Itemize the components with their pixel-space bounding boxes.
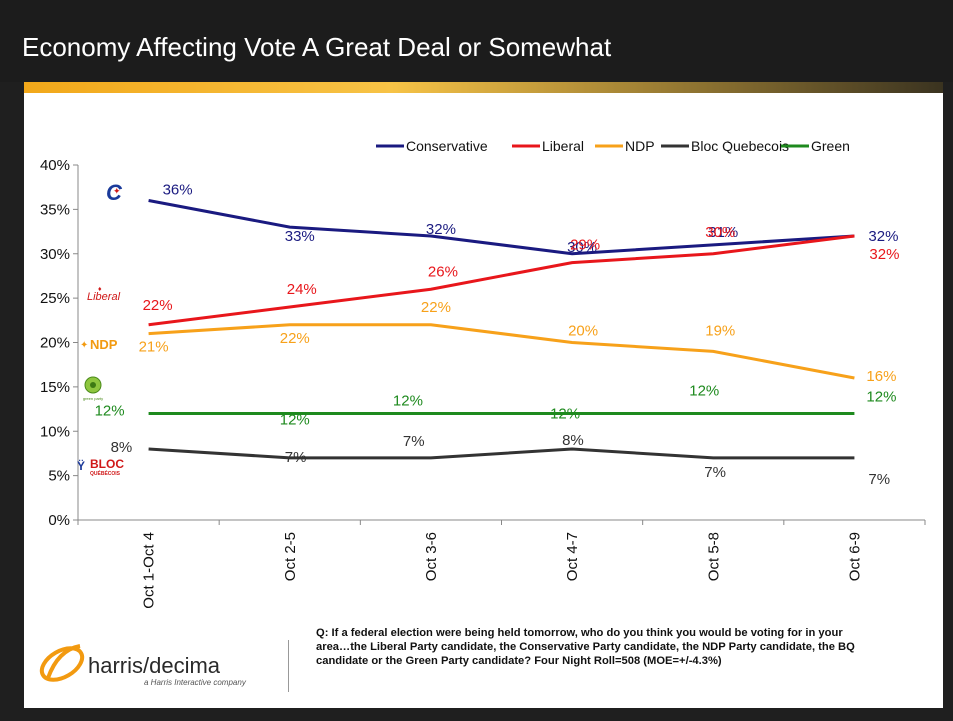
data-label-ndp: 19% [705, 322, 735, 339]
legend-item: Conservative [376, 138, 488, 154]
svg-text:green party: green party [83, 396, 103, 401]
x-tick-label: Oct 1-Oct 4 [141, 532, 158, 609]
data-label-green: 12% [393, 393, 423, 410]
y-tick-label: 25% [40, 290, 70, 307]
data-label-green: 12% [866, 389, 896, 406]
data-label-ndp: 20% [568, 323, 598, 340]
data-labels: 36%33% 32%30%31% 32%22%24%26%29%30%32%21%2… [95, 182, 900, 488]
y-tick-label: 30% [40, 246, 70, 263]
green-logo-icon: green party [83, 376, 103, 401]
data-label-bloc-quebecois: 7% [868, 471, 890, 488]
slide-title: Economy Affecting Vote A Great Deal or S… [22, 32, 612, 62]
y-tick-label: 40% [40, 157, 70, 174]
x-tick-label: Oct 2-5 [282, 532, 299, 581]
data-label-bloc-quebecois: 8% [111, 439, 133, 456]
legend-label: Bloc Quebecois [691, 138, 789, 154]
ndp-logo-icon: ✦ NDP [80, 337, 118, 352]
y-tick-label: 5% [48, 468, 70, 485]
svg-text:QUÉBÉCOIS: QUÉBÉCOIS [90, 469, 121, 477]
brand-tagline: a Harris Interactive company [144, 678, 246, 687]
svg-text:NDP: NDP [90, 337, 118, 352]
data-label-ndp: 16% [866, 368, 896, 385]
svg-text:Liberal: Liberal [87, 291, 121, 303]
y-tick-label: 10% [40, 423, 70, 440]
data-label-conservative: 30% [567, 239, 597, 256]
survey-question: Q: If a federal election were being held… [316, 627, 855, 667]
data-label-ndp: 21% [139, 339, 169, 356]
chart-axes: 0% 5% 10% 15% 20% 25% 30% 35% 40% Oct 1-Oct 4 Oct … [40, 157, 926, 609]
legend-label: Conservative [406, 138, 488, 154]
y-tick-label: 15% [40, 379, 70, 396]
data-label-bloc-quebecois: 8% [562, 432, 584, 449]
brand-name: harris/decima [88, 653, 221, 678]
data-label-conservative: 32% [426, 221, 456, 238]
svg-text:✦: ✦ [113, 186, 121, 196]
series-line-liberal [148, 234, 855, 327]
legend-item: Liberal [512, 138, 584, 154]
data-label-liberal: 30% [705, 224, 735, 241]
series-line-ndp [148, 323, 855, 380]
data-label-bloc-quebecois: 7% [704, 464, 726, 481]
footer-divider [288, 640, 289, 692]
legend-label: Green [811, 138, 850, 154]
series-lines [148, 199, 855, 460]
y-tick-label: 0% [48, 512, 70, 529]
data-label-liberal: 26% [428, 263, 458, 280]
data-label-conservative: 33% [285, 228, 315, 245]
series-line-bloc-quebecois [148, 447, 855, 460]
x-tick-label: Oct 3-6 [423, 532, 440, 581]
chart-legend: Conservative Liberal NDP Bloc Quebecois Gree… [376, 138, 850, 154]
y-tick-label: 35% [40, 201, 70, 218]
svg-text:Ϋ: Ϋ [77, 458, 85, 473]
harris-decima-logo: harris/decima a Harris Interactive compa… [36, 640, 276, 690]
data-label-ndp: 22% [280, 330, 310, 347]
x-tick-label: Oct 4-7 [564, 532, 581, 581]
chart-panel [24, 93, 943, 708]
data-label-ndp: 22% [421, 299, 451, 316]
legend-item: NDP [595, 138, 655, 154]
data-label-green: 12% [689, 383, 719, 400]
y-tick-label: 20% [40, 335, 70, 352]
data-label-liberal: 22% [143, 297, 173, 314]
data-label-green: 12% [550, 406, 580, 423]
data-label-conservative: 31% [708, 224, 738, 241]
liberal-logo-icon: Liberal ♦ [87, 286, 121, 303]
data-label-liberal: 24% [287, 281, 317, 298]
conservative-logo-icon: C ✦ [106, 180, 123, 205]
data-label-conservative: 32% [868, 228, 898, 245]
data-label-green: 12% [280, 412, 310, 429]
series-line-conservative [148, 199, 855, 256]
data-label-conservative: 36% [163, 182, 193, 199]
legend-label: NDP [625, 138, 655, 154]
x-tick-label: Oct 5-8 [705, 532, 722, 581]
svg-text:♦: ♦ [98, 286, 102, 293]
data-label-liberal: 29% [570, 237, 600, 254]
harris-decima-swirl-icon [39, 644, 85, 682]
x-tick-label: Oct 6-9 [846, 532, 863, 581]
data-label-green: 12% [95, 403, 125, 420]
legend-item: Bloc Quebecois [661, 138, 789, 154]
data-label-bloc-quebecois: 7% [285, 449, 307, 466]
data-label-bloc-quebecois: 7% [403, 433, 425, 450]
bloc-logo-icon: Ϋ BLOC QUÉBÉCOIS [77, 457, 124, 477]
svg-text:C: C [106, 180, 123, 205]
svg-text:BLOC: BLOC [90, 457, 124, 471]
svg-text:✦: ✦ [80, 340, 88, 351]
data-label-liberal: 32% [869, 246, 899, 263]
title-bar [0, 0, 953, 82]
legend-label: Liberal [542, 138, 584, 154]
accent-bar [24, 82, 943, 93]
legend-item: Green [781, 138, 850, 154]
